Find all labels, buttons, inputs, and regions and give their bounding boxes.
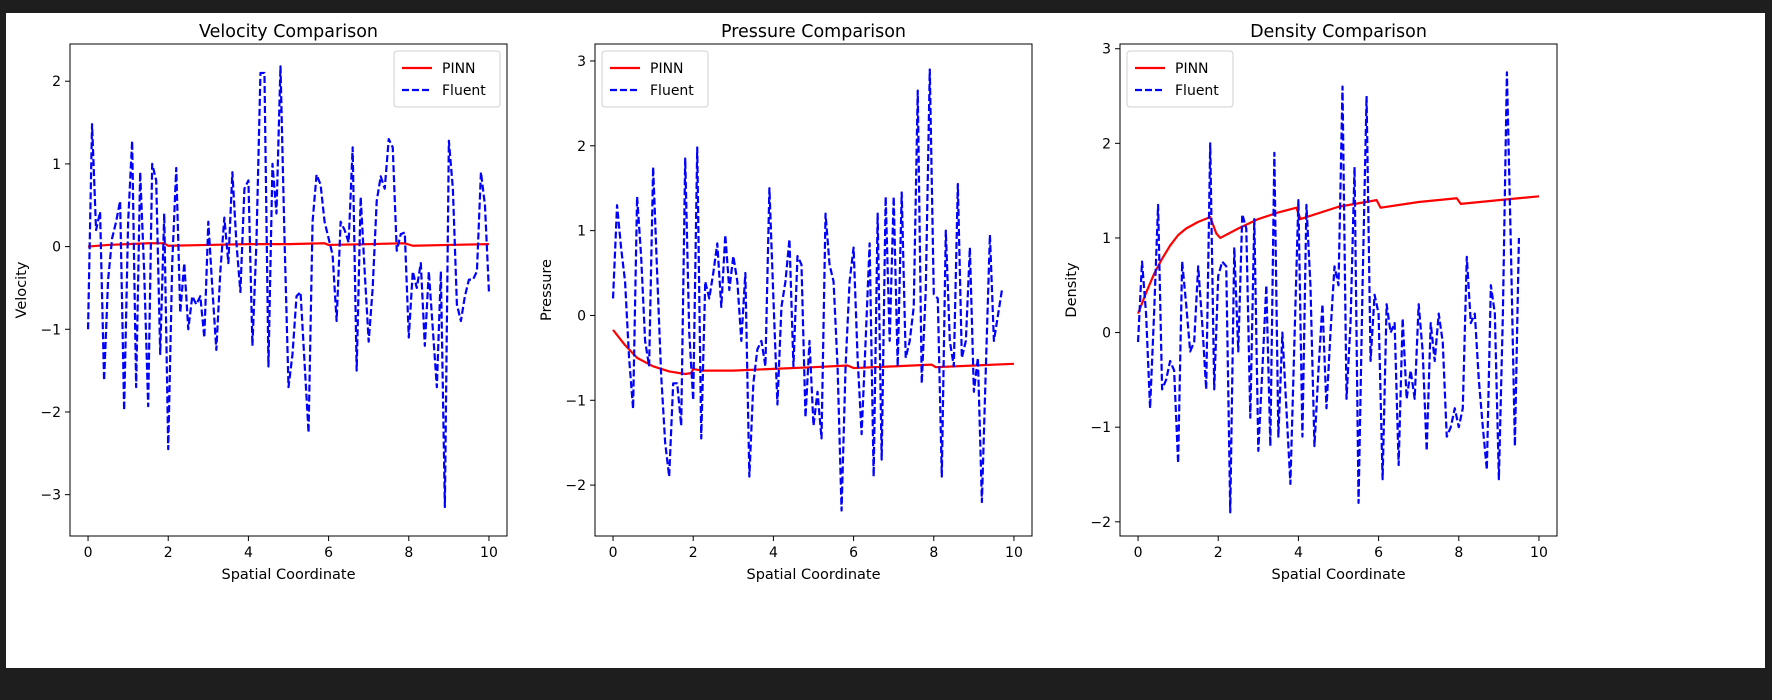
y-tick-label: −1	[40, 322, 61, 338]
y-tick-label: 1	[577, 224, 586, 240]
x-tick-label: 8	[929, 545, 938, 561]
legend-label-pinn: PINN	[1175, 61, 1209, 77]
x-tick-label: 4	[1294, 545, 1303, 561]
x-axis-label: Spatial Coordinate	[746, 567, 880, 583]
x-tick-label: 4	[244, 545, 253, 561]
series-line-pinn	[612, 329, 1015, 376]
legend-label-fluent: Fluent	[650, 83, 694, 99]
x-tick-label: 10	[480, 545, 498, 561]
y-tick-label: 3	[577, 54, 586, 70]
y-tick-label: −2	[1090, 515, 1111, 531]
x-tick-label: 4	[769, 545, 778, 561]
y-tick-label: −2	[565, 478, 586, 494]
x-tick-label: 6	[1374, 545, 1383, 561]
x-tick-label: 6	[849, 545, 858, 561]
chart-title: Velocity Comparison	[199, 22, 378, 42]
legend: PINN Fluent	[601, 50, 709, 108]
y-axis-label: Velocity	[14, 261, 30, 318]
y-tick-label: 1	[52, 157, 61, 173]
legend: PINN Fluent	[393, 50, 501, 108]
y-tick-label: −3	[40, 488, 61, 504]
subplot-2: 0 2 4 6 8 10 −2 −1 0 1 2 3 Pressure Comparison Spatia…	[539, 22, 1033, 583]
chart-title: Pressure Comparison	[721, 22, 906, 42]
axes-frame	[1119, 43, 1558, 537]
x-tick-label: 0	[1134, 545, 1143, 561]
y-tick-label: 2	[577, 139, 586, 155]
legend-label-fluent: Fluent	[1175, 83, 1219, 99]
y-tick-label: 0	[577, 308, 586, 324]
y-axis-label: Density	[1064, 262, 1080, 318]
legend-label-fluent: Fluent	[442, 83, 486, 99]
x-tick-label: 2	[164, 545, 173, 561]
series-line-pinn	[87, 242, 489, 248]
chart-title: Density Comparison	[1250, 22, 1427, 42]
axes-frame	[594, 43, 1033, 537]
y-tick-label: −2	[40, 405, 61, 421]
y-tick-label: 2	[52, 74, 61, 90]
y-tick-label: 2	[1102, 136, 1111, 152]
y-tick-label: 0	[1102, 326, 1111, 342]
axes-frame	[69, 43, 508, 537]
series-line-fluent	[86, 65, 491, 509]
x-tick-label: 10	[1005, 545, 1023, 561]
x-axis-label: Spatial Coordinate	[1271, 567, 1405, 583]
y-tick-label: −1	[565, 393, 586, 409]
legend-label-pinn: PINN	[650, 61, 684, 77]
legend-label-pinn: PINN	[442, 61, 476, 77]
x-tick-label: 8	[1454, 545, 1463, 561]
legend: PINN Fluent	[1126, 50, 1234, 108]
y-axis-label: Pressure	[539, 259, 555, 321]
figure: 0 2 4 6 8 10 −3 −2 −1 0 1 2 Velocity Comparison Spati…	[6, 13, 1765, 668]
y-tick-label: −1	[1090, 420, 1111, 436]
x-tick-label: 2	[1214, 545, 1223, 561]
subplot-1: 0 2 4 6 8 10 −3 −2 −1 0 1 2 Velocity Comparison Spati…	[14, 22, 508, 583]
x-tick-label: 2	[689, 545, 698, 561]
y-tick-label: 3	[1102, 42, 1111, 58]
series-line-fluent	[1136, 71, 1521, 514]
x-tick-label: 0	[609, 545, 618, 561]
x-tick-label: 8	[404, 545, 413, 561]
legend-box	[601, 50, 709, 108]
subplot-3: 0 2 4 6 8 10 −2 −1 0 1 2 3 Density Comparison Spatial…	[1064, 22, 1558, 583]
y-tick-label: 0	[52, 240, 61, 256]
x-tick-label: 0	[84, 545, 93, 561]
x-tick-label: 10	[1530, 545, 1548, 561]
y-tick-label: 1	[1102, 231, 1111, 247]
x-axis-label: Spatial Coordinate	[221, 567, 355, 583]
series-line-fluent	[611, 68, 1004, 512]
legend-box	[1126, 50, 1234, 108]
series-line-pinn	[1137, 195, 1540, 315]
legend-box	[393, 50, 501, 108]
x-tick-label: 6	[324, 545, 333, 561]
